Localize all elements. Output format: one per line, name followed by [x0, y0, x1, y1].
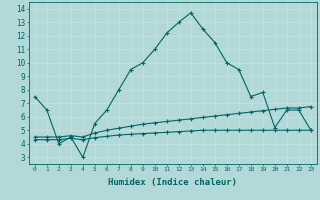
X-axis label: Humidex (Indice chaleur): Humidex (Indice chaleur)	[108, 178, 237, 187]
